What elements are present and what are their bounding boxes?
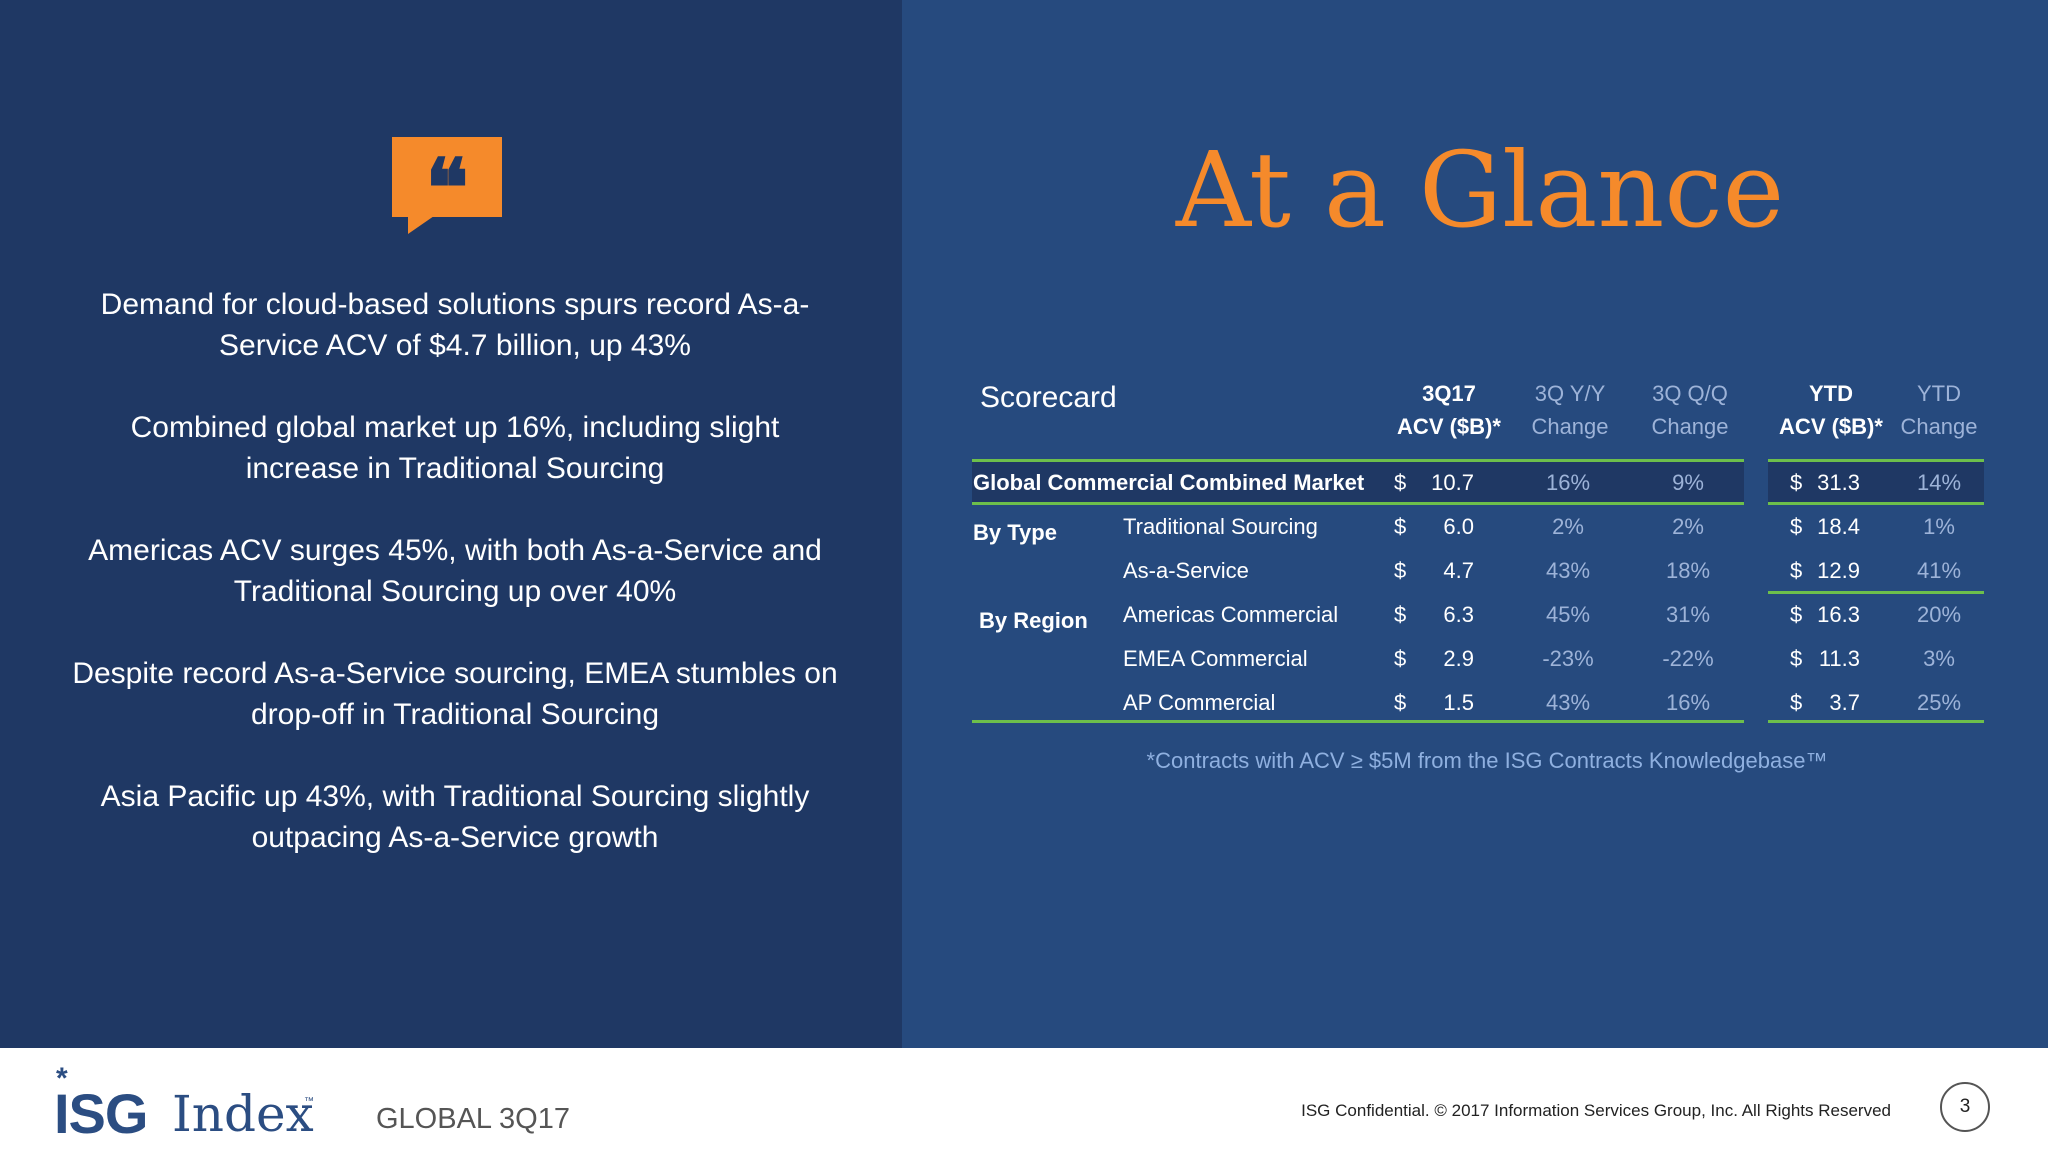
page-number: 3 (1940, 1082, 1990, 1132)
ytd-value: 16.3 (1817, 602, 1860, 627)
ytd-currency: $ (1790, 690, 1803, 715)
row-label: As-a-Service (1123, 558, 1249, 583)
header-yy-line2: Change (1531, 414, 1609, 439)
header-acv-line1: 3Q17 (1422, 381, 1476, 406)
acv-value: 6.3 (1443, 602, 1474, 627)
ytd-change-value: 1% (1923, 514, 1955, 539)
group-label-by-region: By Region (979, 608, 1088, 633)
ytd-change-value: 25% (1916, 690, 1962, 715)
edition-label: GLOBAL 3Q17 (376, 1103, 570, 1135)
currency: $ (1394, 470, 1407, 495)
acv-value: 2.9 (1443, 646, 1474, 671)
rule-bottom (972, 720, 1744, 723)
row-label: AP Commercial (1123, 690, 1276, 715)
header-ytd-change-line1: YTD (1917, 381, 1961, 406)
yy-value: 43% (1545, 690, 1591, 715)
row-label: Traditional Sourcing (1123, 514, 1318, 539)
header-qq-line1: 3Q Q/Q (1652, 381, 1728, 406)
page-title: At a Glance (1175, 129, 1785, 251)
yy-value: 2% (1552, 514, 1584, 539)
currency: $ (1394, 646, 1407, 671)
logo-isg: ISG (54, 1082, 148, 1145)
header-qq: 3Q Q/Q Change (1640, 377, 1740, 443)
acv-value: 1.5 (1443, 690, 1474, 715)
combined-row-band-ytd (1768, 461, 1984, 503)
qq-value: 16% (1665, 690, 1711, 715)
rule-top-ytd (1768, 459, 1984, 462)
ytd-currency: $ (1790, 470, 1803, 495)
ytd-value: 11.3 (1818, 646, 1860, 671)
currency: $ (1394, 690, 1407, 715)
logo-star-icon: * (56, 1062, 68, 1095)
qq-value: -22% (1662, 646, 1714, 671)
logo-index: Index (172, 1085, 314, 1143)
highlights-list: Demand for cloud-based solutions spurs r… (70, 284, 840, 899)
ytd-change-value: 41% (1916, 558, 1962, 583)
row-label: Global Commercial Combined Market (973, 470, 1365, 495)
header-yy: 3Q Y/Y Change (1520, 377, 1620, 443)
quote-mark-icon: ❝ (425, 141, 469, 235)
highlight-item: Demand for cloud-based solutions spurs r… (100, 288, 810, 362)
qq-value: 18% (1665, 558, 1711, 583)
acv-value: 10.7 (1431, 470, 1474, 495)
rule-bottom-ytd (1768, 720, 1984, 723)
highlight-item: Americas ACV surges 45%, with both As-a-… (88, 534, 822, 608)
qq-value: 31% (1665, 602, 1711, 627)
yy-value: 45% (1545, 602, 1591, 627)
header-acv-line2: ACV ($B)* (1397, 414, 1501, 439)
header-yy-line1: 3Q Y/Y (1534, 381, 1606, 406)
header-acv: 3Q17 ACV ($B)* (1384, 377, 1514, 443)
ytd-change-value: 3% (1923, 646, 1955, 671)
scorecard-label: Scorecard (980, 381, 1117, 414)
highlight-item: Asia Pacific up 43%, with Traditional So… (100, 780, 810, 854)
header-ytd-change: YTD Change (1894, 377, 1984, 443)
header-ytd-change-line2: Change (1900, 414, 1978, 439)
ytd-value: 12.9 (1817, 558, 1860, 583)
yy-value: -23% (1542, 646, 1594, 671)
group-label-by-type: By Type (973, 520, 1057, 545)
highlight-item: Combined global market up 16%, including… (130, 411, 780, 485)
ytd-change-value: 20% (1916, 602, 1962, 627)
copyright-notice: ISG Confidential. © 2017 Information Ser… (1301, 1101, 1891, 1120)
currency: $ (1394, 602, 1407, 627)
quote-bubble-icon (392, 137, 502, 217)
highlight-item: Despite record As-a-Service sourcing, EM… (72, 657, 838, 731)
header-ytd-line2: ACV ($B)* (1779, 414, 1883, 439)
ytd-value: 31.3 (1817, 470, 1860, 495)
currency: $ (1394, 514, 1407, 539)
yy-value: 43% (1545, 558, 1591, 583)
currency: $ (1394, 558, 1407, 583)
ytd-currency: $ (1790, 514, 1803, 539)
acv-value: 6.0 (1443, 514, 1474, 539)
rule-type-bottom-ytd (1768, 591, 1984, 594)
footnote: *Contracts with ACV ≥ $5M from the ISG C… (1146, 748, 1828, 773)
qq-value: 2% (1672, 514, 1704, 539)
yy-value: 16% (1545, 470, 1591, 495)
qq-value: 9% (1672, 470, 1704, 495)
row-label: Americas Commercial (1123, 602, 1339, 627)
rule-top (972, 459, 1744, 462)
header-ytd-line1: YTD (1809, 381, 1853, 406)
right-panel (902, 0, 2048, 1048)
logo-trademark: ™ (304, 1096, 314, 1107)
rule-combined-bottom-ytd (1768, 502, 1984, 505)
rule-combined-bottom (972, 502, 1744, 505)
ytd-value: 3.7 (1829, 690, 1860, 715)
acv-value: 4.7 (1443, 558, 1474, 583)
combined-row-band (972, 461, 1744, 503)
ytd-currency: $ (1790, 558, 1803, 583)
ytd-change-value: 14% (1916, 470, 1962, 495)
ytd-currency: $ (1790, 602, 1803, 627)
row-label: EMEA Commercial (1123, 646, 1308, 671)
ytd-value: 18.4 (1817, 514, 1860, 539)
header-qq-line2: Change (1651, 414, 1729, 439)
quote-bubble-tail (408, 216, 434, 234)
header-ytd: YTD ACV ($B)* (1766, 377, 1896, 443)
ytd-currency: $ (1790, 646, 1803, 671)
footer (0, 1048, 2048, 1152)
